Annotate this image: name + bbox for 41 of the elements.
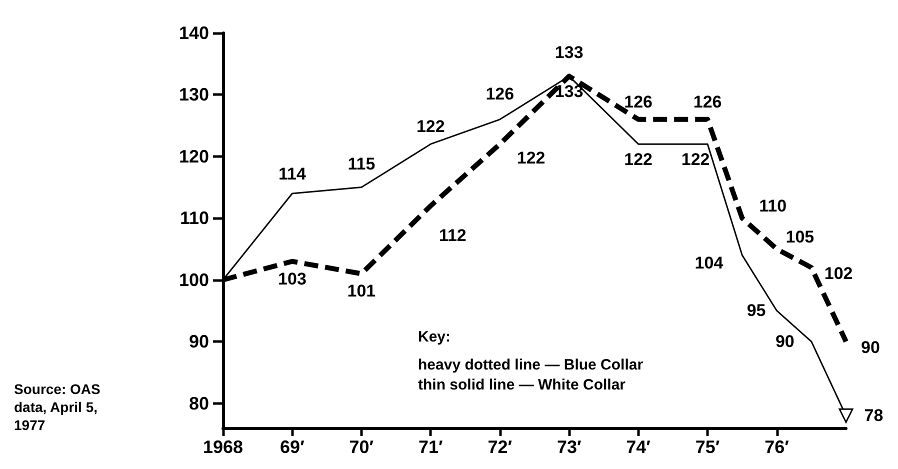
x-tick-label: 70′ [349,437,374,457]
annotation: thin solid line — White Collar [418,376,626,394]
y-tick-label: 110 [180,208,209,228]
y-tick-label: 100 [178,270,209,290]
x-tick-label: 73′ [556,437,582,457]
y-tick-label: 90 [188,332,209,352]
x-tick-label: 72′ [488,437,512,457]
y-tick-label: 120 [178,146,209,166]
data-label: 114 [278,164,306,184]
data-label: 122 [516,148,546,168]
y-tick-label: 130 [178,84,209,105]
data-label: 78 [864,406,884,426]
y-tick-label: 80 [188,393,209,414]
data-label: 122 [416,117,445,136]
data-label: 110 [759,196,787,216]
data-label: 95 [746,301,766,320]
data-label: 122 [624,150,653,170]
data-label: 90 [775,332,794,352]
x-tick-label: 74′ [626,437,651,457]
x-tick-label: 69′ [280,437,304,457]
data-label: 115 [348,154,376,174]
annotation: heavy dotted line — Blue Collar [418,356,644,374]
x-tick-label: 76′ [764,437,789,457]
data-label: 112 [438,226,466,245]
data-label: 105 [786,228,814,247]
data-label: 103 [278,269,306,288]
y-tick-label: 140 [178,23,209,43]
data-label: 102 [824,264,853,284]
data-label: 133 [554,43,584,62]
x-tick-label: 71′ [418,437,443,457]
x-tick-label: 75′ [695,437,720,457]
data-label: 126 [693,92,722,112]
annotation: Key: [418,328,451,346]
data-label: 104 [694,254,724,273]
data-label: 126 [624,92,653,112]
data-label: 90 [861,338,880,358]
source-note: Source: OAS data, April 5, 1977 [14,381,104,433]
data-label: 122 [681,150,710,170]
data-label: 126 [486,84,514,104]
x-tick-label: 1968 [202,437,244,457]
data-label: 101 [347,282,376,301]
